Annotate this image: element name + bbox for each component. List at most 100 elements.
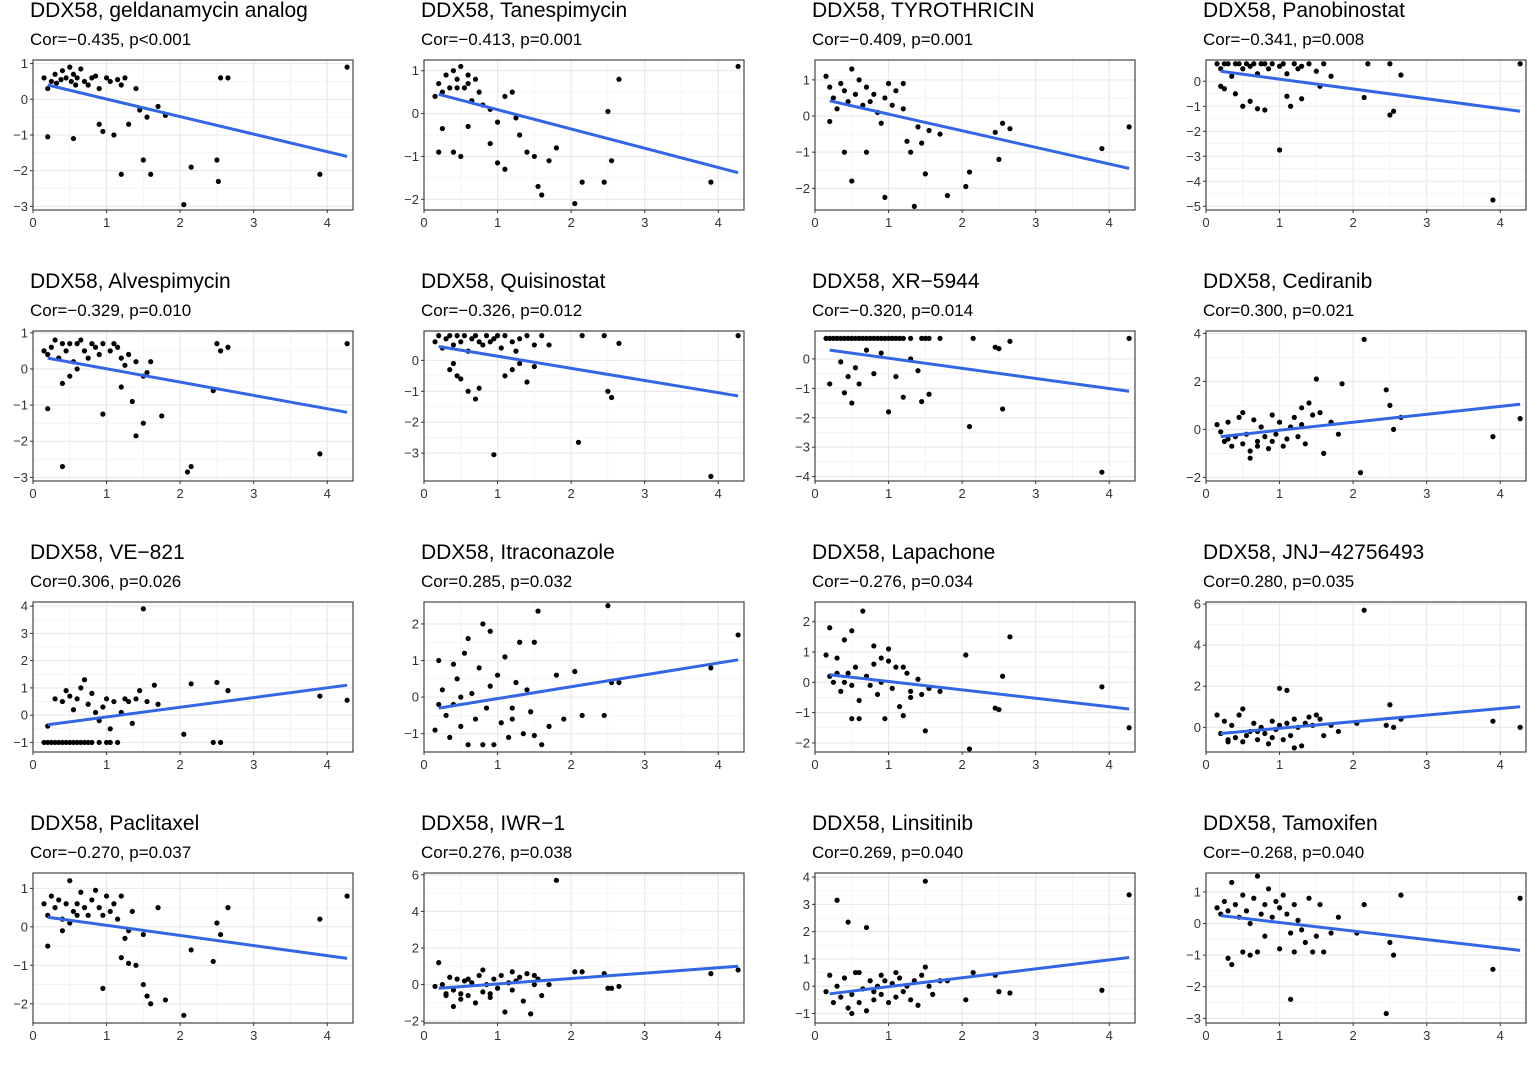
data-point: [524, 379, 530, 385]
data-point: [100, 128, 106, 135]
data-point: [838, 994, 844, 1000]
data-point: [1313, 376, 1319, 382]
y-tick-label: −1: [795, 381, 810, 396]
chart-subtitle: Cor=−0.276, p=0.034: [812, 572, 974, 591]
data-point: [1317, 410, 1323, 416]
data-point: [885, 658, 892, 664]
data-point: [214, 157, 220, 163]
data-point: [1398, 72, 1404, 78]
data-point: [48, 344, 54, 350]
y-tick-label: −1: [795, 705, 810, 720]
chart-subtitle: Cor=0.300, p=0.021: [1203, 301, 1355, 320]
data-point: [1280, 443, 1286, 449]
data-point: [900, 335, 906, 341]
scatter-plot: 0 1 2 3 4 6 4 2 0: [1194, 597, 1527, 772]
data-point: [126, 698, 132, 705]
data-point: [1254, 438, 1261, 444]
y-tick-label: −4: [1186, 174, 1201, 189]
y-tick-label: −3: [1186, 1011, 1201, 1026]
data-point: [480, 342, 486, 348]
x-tick-label: 0: [811, 1028, 818, 1043]
data-point: [579, 179, 585, 185]
scatter-plot: 0 1 2 3 4 0 −1 −2 −3: [404, 330, 745, 501]
plot-background: [33, 331, 353, 481]
data-point: [963, 997, 969, 1003]
data-point: [85, 701, 91, 707]
x-tick-label: 0: [420, 486, 427, 501]
data-point: [838, 688, 844, 694]
data-point: [450, 1003, 457, 1010]
data-point: [823, 652, 829, 658]
y-tick-label: −2: [404, 192, 419, 207]
data-point: [996, 989, 1002, 995]
data-point: [107, 739, 113, 746]
y-tick-label: 0: [803, 675, 810, 690]
chart-panel: DDX58, Alvespimycin Cor=−0.329, p=0.010 0 1…: [0, 270, 383, 533]
data-point: [1299, 96, 1305, 102]
data-point: [59, 68, 66, 74]
data-point: [1258, 911, 1264, 917]
data-point: [144, 993, 150, 999]
data-point: [443, 336, 449, 342]
data-point: [1317, 716, 1323, 722]
plot-frame: [814, 59, 1136, 211]
x-tick-label: 4: [324, 215, 331, 230]
data-point: [966, 746, 973, 752]
data-point: [1126, 725, 1132, 731]
y-tick-label: 4: [803, 870, 810, 885]
data-point: [546, 158, 552, 164]
data-point: [919, 140, 925, 146]
data-point: [539, 992, 545, 999]
y-tick-label: −2: [13, 996, 28, 1011]
data-point: [735, 632, 741, 638]
data-point: [1262, 434, 1268, 440]
data-point: [465, 80, 471, 87]
y-tick-label: 3: [21, 626, 28, 641]
data-point: [67, 64, 73, 70]
data-point: [458, 996, 464, 1002]
regression-line: [1220, 705, 1521, 736]
x-tick-label: 1: [1276, 1028, 1283, 1043]
y-tick-label: −1: [404, 384, 419, 399]
data-point: [856, 77, 862, 83]
data-point: [1284, 436, 1290, 442]
chart-title: DDX58, Alvespimycin: [30, 270, 231, 293]
data-point: [915, 1002, 921, 1008]
data-point: [48, 739, 54, 746]
data-point: [900, 80, 906, 87]
data-point: [871, 371, 877, 377]
y-tick-label: −1: [13, 398, 28, 413]
data-point: [893, 88, 899, 94]
data-point: [1302, 939, 1308, 946]
plot-frame: [32, 872, 354, 1024]
data-point: [432, 93, 438, 100]
data-point: [908, 694, 914, 701]
data-point: [1240, 949, 1246, 955]
data-point: [502, 373, 508, 379]
data-point: [450, 342, 457, 348]
data-point: [454, 976, 460, 982]
data-point: [487, 991, 493, 997]
data-point: [472, 716, 479, 722]
data-point: [103, 75, 110, 81]
data-point: [491, 976, 497, 982]
y-tick-label: −3: [795, 440, 810, 455]
y-tick-label: 1: [21, 680, 28, 695]
data-point: [1236, 414, 1242, 420]
chart-subtitle: Cor=−0.409, p=0.001: [812, 30, 974, 49]
data-point: [1258, 61, 1264, 67]
data-point: [919, 398, 925, 405]
data-point: [970, 969, 976, 976]
data-point: [856, 697, 862, 704]
data-point: [1218, 429, 1224, 435]
chart-title: DDX58, Lapachone: [812, 541, 996, 564]
data-point: [852, 664, 859, 670]
data-point: [217, 348, 224, 354]
data-point: [1214, 422, 1220, 428]
data-point: [1232, 61, 1239, 67]
data-point: [210, 739, 216, 746]
data-point: [1099, 987, 1105, 993]
data-point: [1240, 706, 1246, 712]
data-point: [59, 380, 66, 387]
x-tick-label: 4: [1106, 215, 1113, 230]
